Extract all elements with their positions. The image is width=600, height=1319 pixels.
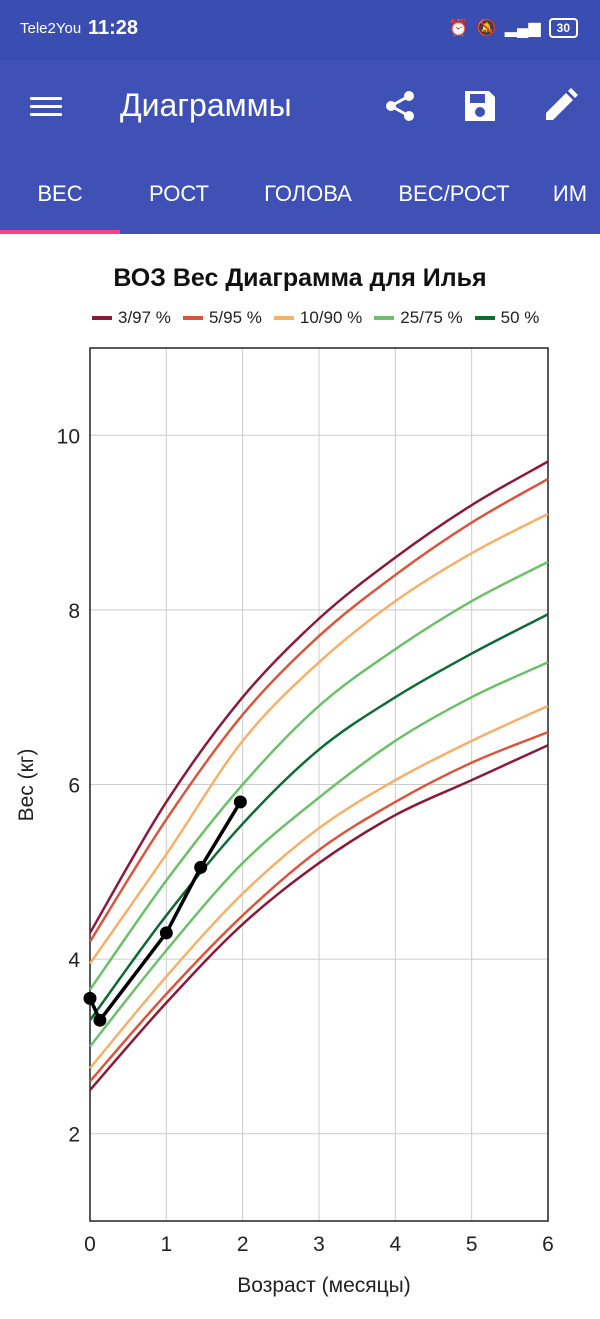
x-tick-label: 3 xyxy=(313,1233,325,1256)
signal-icon: ▂▄▆ xyxy=(504,20,541,37)
legend-item: 3/97 % xyxy=(92,308,171,328)
x-tick-label: 1 xyxy=(160,1233,172,1256)
x-tick-label: 4 xyxy=(389,1233,401,1256)
alarm-icon: ⏰ xyxy=(448,20,469,37)
app-bar: Диаграммы xyxy=(0,60,600,156)
child-weight-point xyxy=(159,926,173,940)
legend-swatch xyxy=(182,316,203,320)
tab-weight[interactable]: ВЕС xyxy=(0,156,120,234)
y-tick-label: 8 xyxy=(68,600,80,623)
save-icon[interactable] xyxy=(460,86,500,126)
percentile-line xyxy=(89,661,549,1048)
percentile-line xyxy=(88,460,549,934)
child-weight-point xyxy=(233,795,247,809)
mute-icon: 🔕 xyxy=(476,20,497,37)
legend-item: 25/75 % xyxy=(374,308,463,328)
legend-swatch xyxy=(474,316,495,320)
chart-title: ВОЗ Вес Диаграмма для Илья xyxy=(113,264,487,292)
percentile-line xyxy=(88,512,549,965)
percentile-line xyxy=(88,560,549,991)
status-icons: ⏰ 🔕 ▂▄▆ 30 xyxy=(449,18,578,38)
legend-item: 50 % xyxy=(474,308,540,328)
x-tick-label: 6 xyxy=(542,1233,554,1256)
x-axis-label: Возраст (месяцы) xyxy=(237,1274,411,1297)
share-icon[interactable] xyxy=(380,86,420,126)
chart-legend: 3/97 % 5/95 % 10/90 % 25/75 % 50 % xyxy=(92,308,539,328)
tab-more[interactable]: ИМ xyxy=(552,181,588,206)
y-axis-label: Вес (кг) xyxy=(15,749,38,822)
legend-label: 3/97 % xyxy=(118,308,171,327)
carrier-name: Tele2You xyxy=(20,20,82,37)
child-weight-point xyxy=(93,1013,107,1027)
menu-icon[interactable] xyxy=(28,92,64,122)
y-tick-label: 10 xyxy=(57,425,80,448)
x-tick-label: 2 xyxy=(237,1233,249,1256)
legend-label: 5/95 % xyxy=(208,308,262,327)
plot-frame xyxy=(89,347,549,1222)
y-tick-label: 4 xyxy=(68,949,80,972)
x-tick-label: 5 xyxy=(466,1233,478,1256)
y-tick-label: 2 xyxy=(68,1124,80,1147)
legend-label: 25/75 % xyxy=(400,308,463,327)
edit-icon[interactable] xyxy=(540,86,580,126)
status-time: 11:28 xyxy=(88,17,139,39)
legend-label: 50 % xyxy=(500,308,540,327)
percentile-line xyxy=(89,730,549,1083)
tab-weight-height[interactable]: ВЕС/РОСТ xyxy=(398,181,510,206)
legend-item: 10/90 % xyxy=(273,308,363,328)
x-tick-label: 0 xyxy=(84,1233,96,1256)
child-weight-point xyxy=(83,991,97,1005)
percentile-line xyxy=(88,477,549,943)
percentile-line xyxy=(89,704,549,1070)
legend-item: 5/95 % xyxy=(182,308,262,328)
percentile-line xyxy=(89,744,549,1091)
legend-swatch xyxy=(374,316,395,320)
tab-head[interactable]: ГОЛОВА xyxy=(264,181,352,206)
legend-label: 10/90 % xyxy=(299,308,363,327)
child-weight-point xyxy=(194,860,208,874)
legend-swatch xyxy=(92,316,112,320)
tab-bar: ВЕС РОСТ ГОЛОВА ВЕС/РОСТ ИМ xyxy=(0,156,600,234)
battery-icon: 30 xyxy=(548,18,578,38)
y-tick-label: 6 xyxy=(68,775,80,798)
percentile-line xyxy=(88,613,549,1021)
legend-swatch xyxy=(273,316,294,320)
tab-height[interactable]: РОСТ xyxy=(149,181,209,206)
page-title: Диаграммы xyxy=(120,87,292,123)
status-bar: Tele2You 11:28 ⏰ 🔕 ▂▄▆ 30 xyxy=(0,0,600,60)
